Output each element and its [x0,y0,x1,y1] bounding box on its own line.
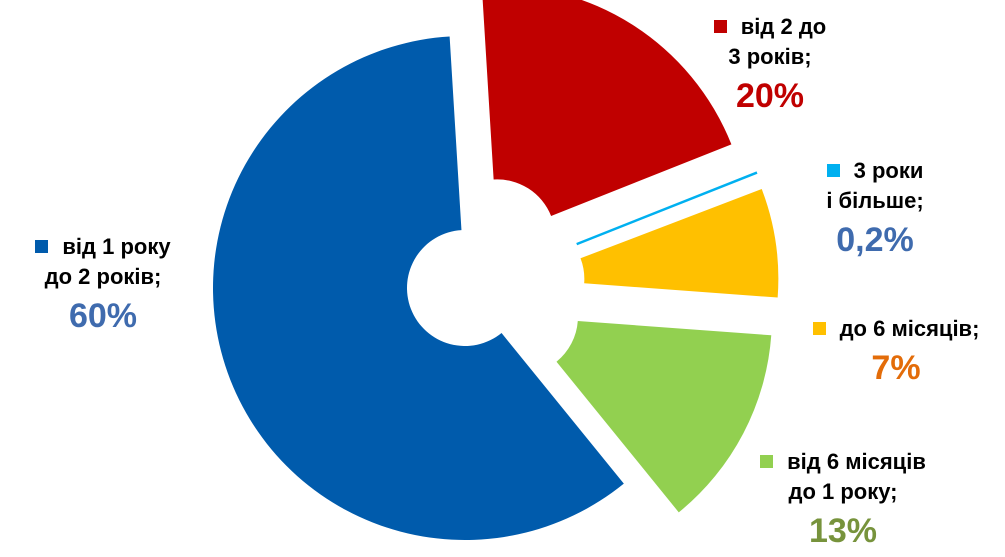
slice-up-to-6-months [580,188,779,298]
slice-value-label: 0,2% [836,221,914,259]
slice-1-2-years [212,36,624,541]
slice-label-line2: до 1 року; [788,479,898,504]
legend-label-up-to-6-months: до 6 місяців; 7% [790,314,1002,390]
slice-2-3-years [482,0,732,216]
slice-label-line1: до 6 місяців; [839,316,980,341]
slice-3-years-plus [576,171,758,246]
slice-value-label: 20% [735,77,805,115]
slice-6-12-months [556,320,772,513]
slice-value-label: 13% [808,512,878,550]
legend-label-3-years-plus: 3 роки і більше; 0,2% [790,156,960,262]
legend-swatch-2-3-years [713,20,727,33]
legend-label-6-12-months: від 6 місяців до 1 року; 13% [728,447,958,553]
slice-label-line1: від 2 до [740,14,827,39]
legend-swatch-1-2-years [35,240,49,253]
slice-label-line2: 3 років; [728,44,812,69]
legend-swatch-3-years-plus [826,164,840,177]
slice-label-line2: до 2 років; [44,264,162,289]
slice-label-line2: і більше; [826,188,924,213]
legend-swatch-up-to-6-months [812,322,826,335]
slice-label-line1: від 6 місяців [787,449,926,474]
slice-value-label: 7% [871,349,921,387]
slice-value-label: 60% [68,297,138,335]
slice-label-line1: 3 роки [853,158,924,183]
legend-swatch-6-12-months [760,455,774,468]
legend-label-2-3-years: від 2 до 3 років; 20% [690,12,850,118]
slice-label-line1: від 1 року [62,234,171,259]
legend-label-1-2-years: від 1 року до 2 років; 60% [8,232,198,338]
